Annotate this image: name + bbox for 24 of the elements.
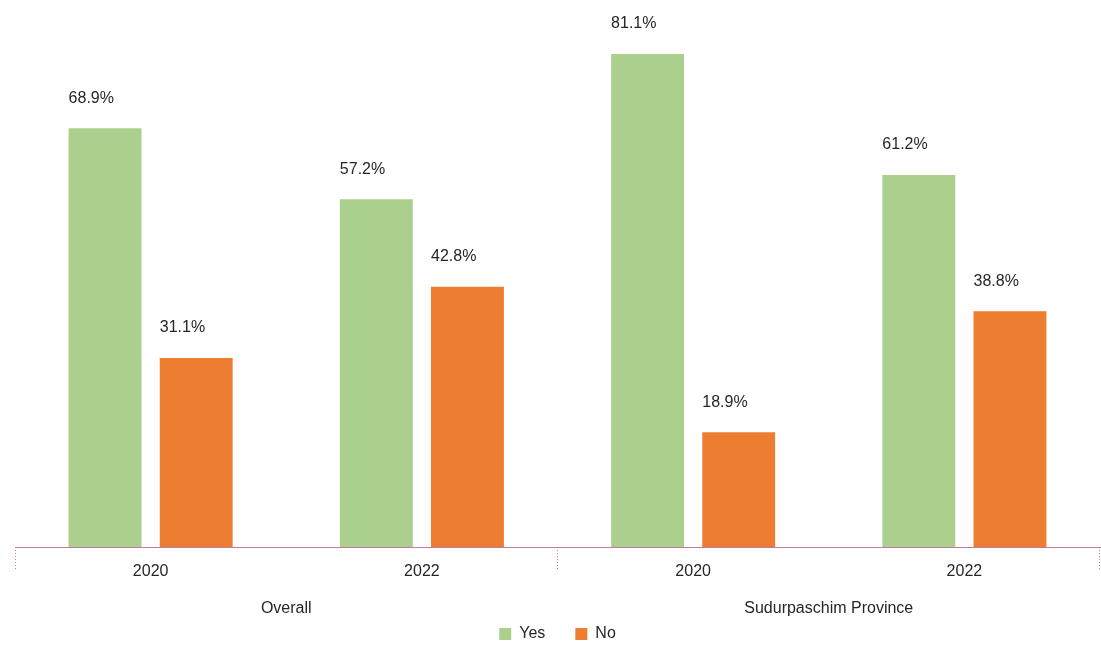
text: Sudurpaschim Province <box>744 599 914 617</box>
data-label: 68.9% <box>68 88 114 106</box>
data-label: 38.8% <box>973 271 1019 289</box>
data-label: 57.2% <box>339 159 386 177</box>
bar <box>339 199 413 547</box>
legend-label: No <box>595 624 616 642</box>
x-tick-label: 2022 <box>946 562 983 580</box>
text: Overall <box>260 599 312 617</box>
bar <box>430 286 504 547</box>
bar <box>882 175 956 547</box>
data-label: 18.9% <box>702 392 748 410</box>
data-label: 61.2% <box>882 135 928 153</box>
bar <box>68 128 142 547</box>
bar <box>973 311 1047 547</box>
legend-label: Yes <box>519 624 546 642</box>
bar <box>702 432 776 547</box>
x-tick-label: 2020 <box>675 562 712 580</box>
x-tick-label: 2022 <box>404 562 440 580</box>
data-label: 42.8% <box>430 247 477 265</box>
x-tick-label: 2020 <box>132 562 169 580</box>
data-label: 31.1% <box>159 318 206 336</box>
data-label: 81.1% <box>611 14 657 32</box>
bar <box>611 54 685 547</box>
bar <box>159 357 233 547</box>
